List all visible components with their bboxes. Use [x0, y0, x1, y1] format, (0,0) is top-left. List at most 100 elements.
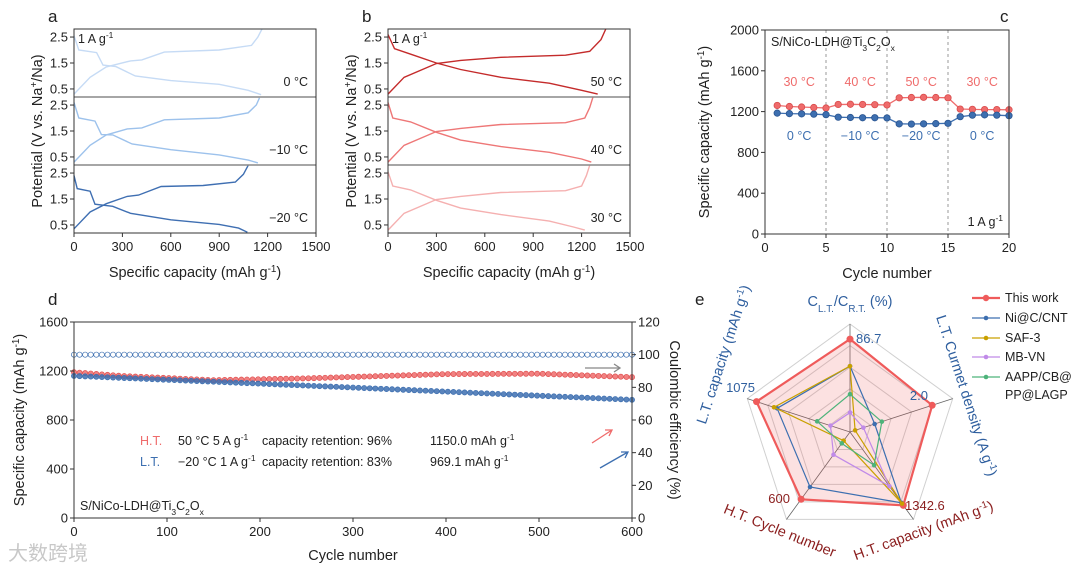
- y-tick-label: 400: [737, 186, 759, 201]
- y-tick-label: 0.5: [364, 81, 382, 96]
- data-point: [562, 371, 568, 378]
- data-point: [993, 111, 1001, 119]
- data-point: [110, 351, 117, 358]
- data-point: [400, 372, 407, 379]
- data-point: [601, 395, 608, 402]
- rate-label: 1 A g-1: [78, 30, 114, 46]
- data-point: [411, 387, 418, 394]
- data-point: [400, 351, 407, 358]
- data-point: [232, 379, 239, 386]
- radar-data-point: [861, 425, 866, 430]
- y-tick-label: 0.5: [50, 217, 68, 232]
- y-tick-label: 2.5: [364, 166, 382, 181]
- panel-letter-c: c: [1000, 7, 1009, 26]
- data-point: [327, 374, 334, 381]
- data-point: [428, 388, 435, 394]
- data-point: [461, 351, 468, 358]
- data-point: [472, 351, 479, 358]
- legend-marker: [983, 335, 989, 341]
- data-point: [199, 378, 206, 385]
- data-point: [422, 387, 429, 394]
- data-point: [523, 370, 529, 377]
- data-point: [895, 94, 903, 102]
- data-point: [160, 376, 167, 383]
- data-point: [355, 384, 362, 391]
- data-point: [623, 396, 630, 403]
- data-point: [400, 386, 407, 393]
- radar-data-point: [846, 335, 854, 343]
- x-tick-label: 200: [249, 524, 271, 539]
- data-point: [394, 351, 401, 358]
- data-point: [389, 372, 396, 379]
- y-tick-label: 1.5: [364, 56, 382, 71]
- data-point: [171, 351, 178, 358]
- data-point: [456, 351, 462, 358]
- data-point: [188, 351, 195, 358]
- radar-axis-max-label: 1075: [726, 380, 755, 395]
- data-point: [227, 379, 234, 386]
- data-point: [193, 378, 200, 384]
- radar-data-point: [807, 484, 813, 490]
- temperature-label: 40 °C: [844, 75, 875, 89]
- data-point: [405, 372, 412, 379]
- data-point: [450, 371, 457, 377]
- data-point: [545, 393, 552, 400]
- final-capacity: 969.1 mAh g-1: [430, 453, 509, 469]
- x-tick-label: 1200: [253, 239, 282, 254]
- data-point: [539, 370, 546, 377]
- x-tick-label: 600: [160, 239, 182, 254]
- legend-marker: [983, 374, 989, 380]
- data-point: [444, 351, 451, 358]
- data-point: [221, 351, 228, 358]
- data-point: [932, 93, 940, 102]
- y2-tick-label: 0: [638, 511, 645, 526]
- data-point: [834, 113, 842, 121]
- data-point: [288, 351, 295, 358]
- y-tick-label: 2.5: [364, 98, 382, 113]
- y-tick-label: 400: [46, 462, 68, 477]
- data-point: [483, 351, 490, 358]
- data-point: [534, 392, 541, 399]
- x-tick-label: 400: [435, 524, 457, 539]
- data-point: [919, 93, 928, 101]
- data-point: [617, 396, 624, 403]
- panel-letter-a: a: [48, 7, 58, 26]
- charge-curve: [73, 164, 249, 230]
- voltage-curve-group: [387, 97, 594, 163]
- data-point: [578, 372, 585, 379]
- data-point: [584, 394, 591, 401]
- data-point: [366, 385, 373, 392]
- radar-data-point: [928, 401, 936, 409]
- radar-legend: This work Ni@C/CNT SAF-3 MB-VN AAPP/CB@ PP@LA…: [972, 291, 1072, 402]
- y-tick-label: 800: [737, 145, 759, 160]
- data-point: [188, 377, 195, 384]
- data-point: [344, 374, 351, 381]
- radar-data-point: [753, 398, 761, 406]
- x-tick-label: 300: [112, 239, 134, 254]
- data-point: [797, 103, 806, 111]
- series-name: H.T.: [140, 434, 162, 448]
- data-point: [589, 351, 596, 358]
- data-point: [271, 351, 278, 358]
- temperature-label: 30 °C: [591, 211, 622, 225]
- data-point: [283, 381, 289, 388]
- data-point: [216, 379, 223, 385]
- x-axis-label: Cycle number: [842, 266, 932, 282]
- data-point: [417, 371, 423, 378]
- data-point: [143, 351, 150, 358]
- data-point: [606, 373, 613, 380]
- data-point: [355, 351, 362, 358]
- data-point: [126, 351, 133, 358]
- x-tick-label: 900: [522, 239, 544, 254]
- data-point: [556, 371, 563, 378]
- y2-tick-label: 60: [638, 413, 652, 428]
- data-point: [895, 120, 903, 128]
- data-point: [422, 371, 429, 378]
- y-tick-label: 1.5: [50, 124, 68, 139]
- data-point: [956, 113, 964, 121]
- data-point: [483, 390, 490, 397]
- data-point: [528, 370, 535, 377]
- x-tick-label: 300: [342, 524, 364, 539]
- data-point: [177, 377, 183, 384]
